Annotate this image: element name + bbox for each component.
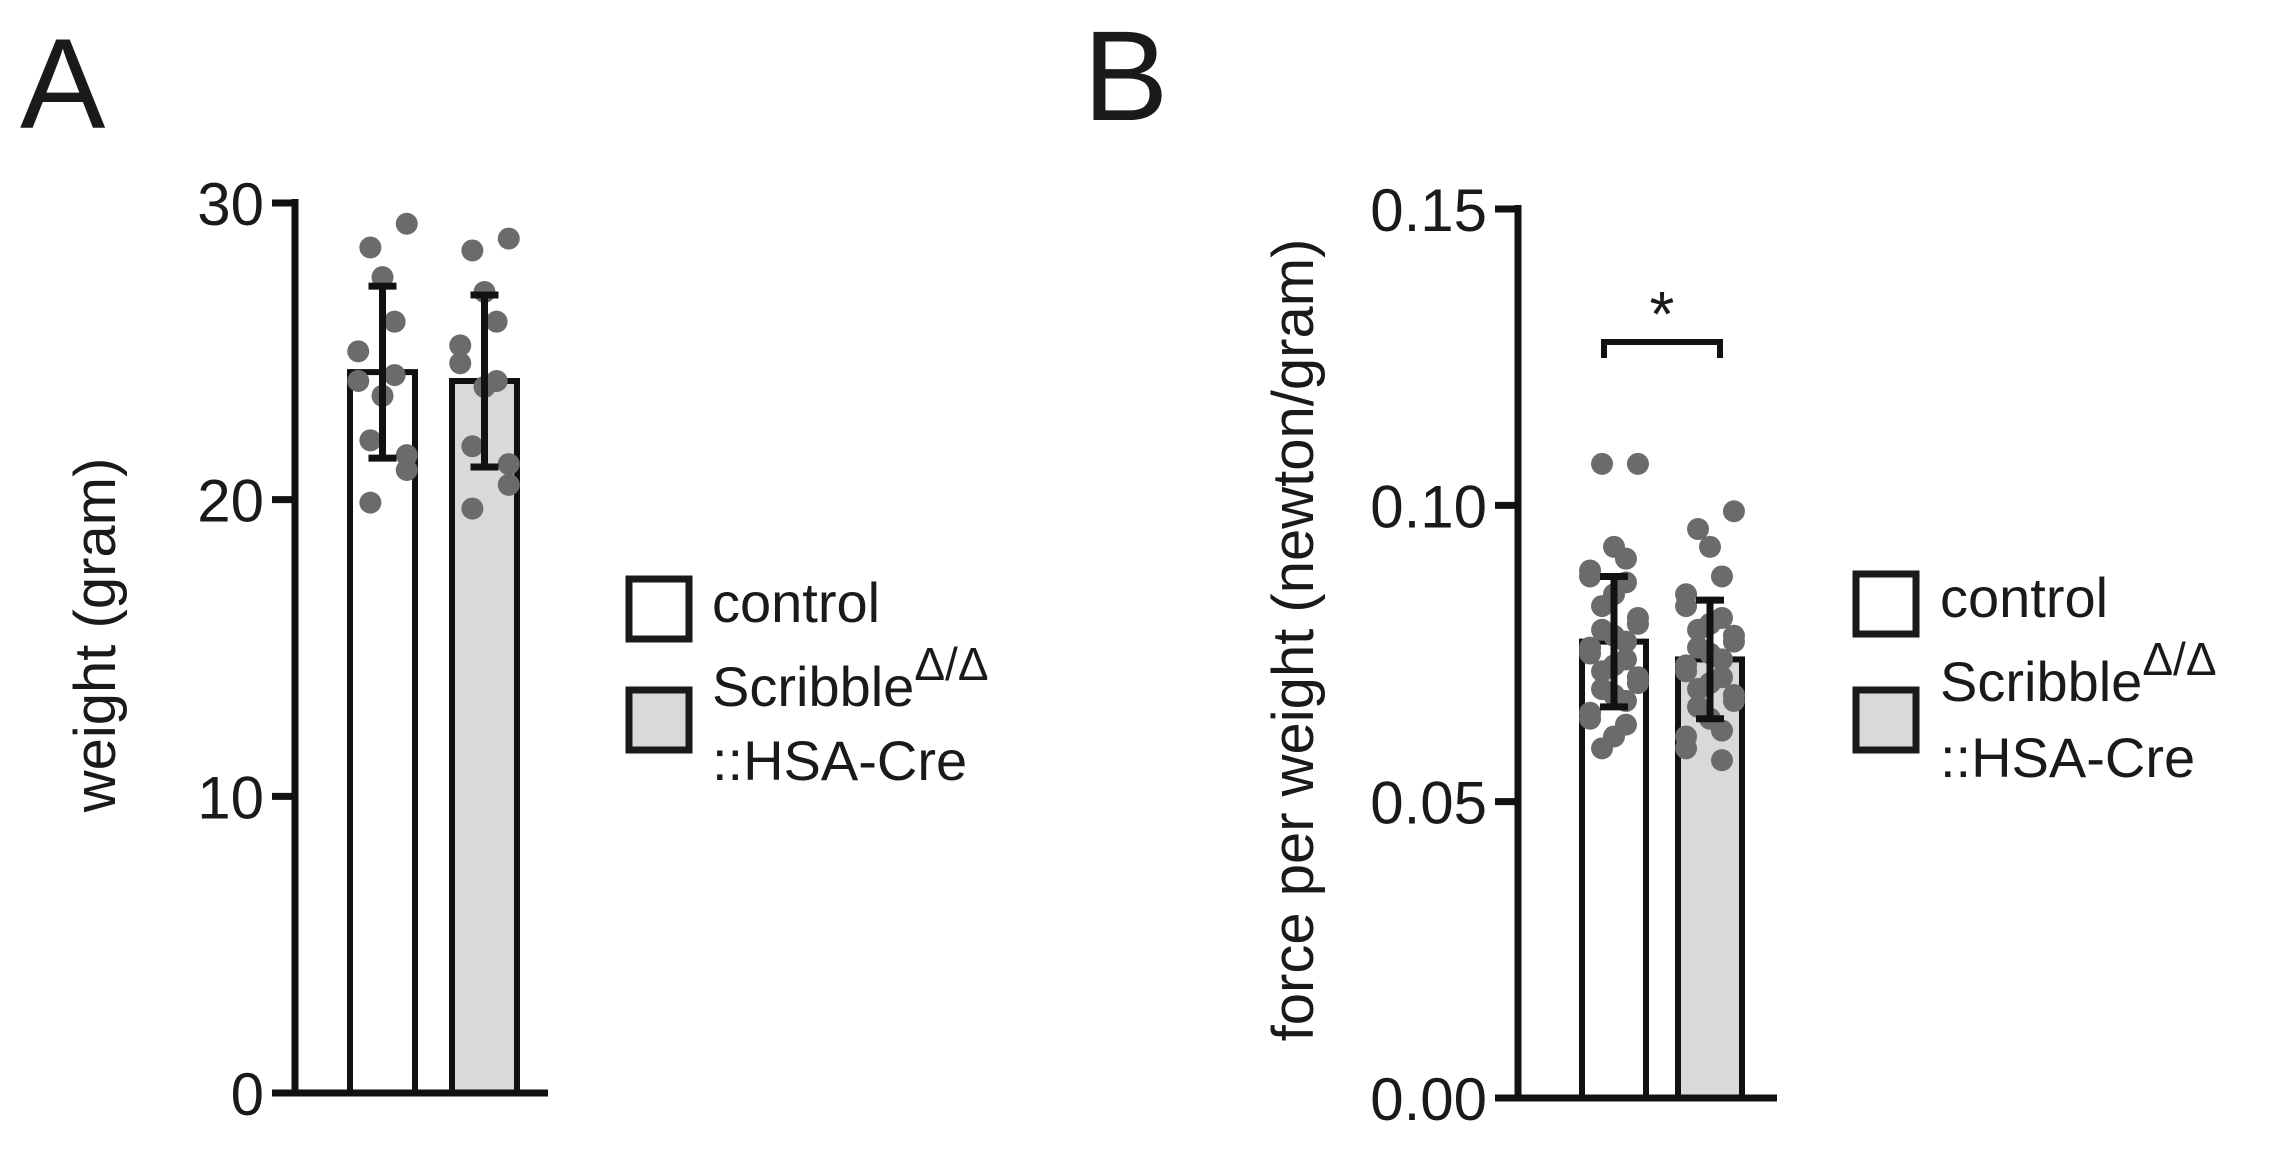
y-tick-label: 0.00 (1370, 1066, 1487, 1133)
legend-label-scribble-line2: ::HSA-Cre (1940, 726, 2195, 789)
data-point (1626, 672, 1649, 695)
data-point (1687, 518, 1710, 541)
data-point (1626, 452, 1649, 475)
legend-label-scribble: ScribbleΔ/Δ (1940, 633, 2217, 713)
data-point (1591, 452, 1614, 475)
legend-swatch-control (1852, 570, 1920, 638)
y-tick-label: 0.05 (1370, 770, 1487, 837)
legend-label-control: control (712, 571, 880, 634)
y-tick-label: 0.10 (1370, 473, 1487, 540)
data-point (1614, 630, 1637, 653)
data-point (383, 310, 406, 333)
data-point (1614, 547, 1637, 570)
data-point (1699, 535, 1721, 558)
data-point (1626, 612, 1649, 635)
panel-b: B force per weight (newton/gram) 0.000.0… (1083, 5, 2217, 1133)
data-point (1591, 660, 1614, 683)
data-point (1675, 595, 1698, 618)
data-point (1579, 707, 1602, 730)
panel-a-axes: 0 10 20 30 (197, 171, 548, 1128)
data-point (359, 236, 382, 259)
data-point (449, 352, 472, 375)
panel-b-legend: control ScribbleΔ/Δ ::HSA-Cre (1852, 566, 2217, 789)
data-point (359, 429, 382, 452)
data-point (1722, 689, 1745, 712)
data-point (1710, 719, 1733, 742)
legend-label-scribble-line2: ::HSA-Cre (712, 729, 967, 792)
data-point (395, 459, 418, 481)
panel-b-axes: 0.00 0.05 0.10 0.15 * (1370, 177, 1777, 1133)
y-tick-label: 0 (231, 1061, 264, 1128)
data-point (1675, 737, 1698, 760)
y-tick-label: 20 (197, 468, 264, 535)
data-point (347, 340, 370, 363)
data-point (1591, 595, 1614, 618)
legend-label-control: control (1940, 566, 2108, 629)
data-point (1579, 642, 1602, 665)
data-point (449, 334, 472, 357)
data-point (1722, 500, 1745, 523)
significance-bracket (1601, 339, 1723, 358)
data-point (383, 364, 406, 387)
data-point (485, 310, 508, 333)
data-point (497, 473, 520, 496)
significance-label: * (1650, 278, 1675, 350)
data-point (347, 370, 370, 392)
data-point (497, 227, 520, 250)
panel-a-legend: control ScribbleΔ/Δ ::HSA-Cre (625, 571, 989, 792)
y-tick-label: 0.15 (1370, 177, 1487, 244)
legend-swatch-scribble (1852, 686, 1920, 754)
y-tick-label: 10 (197, 764, 264, 831)
data-point (1591, 737, 1614, 760)
legend-swatch-scribble (625, 686, 693, 754)
data-point (461, 435, 484, 458)
data-point (1722, 630, 1745, 653)
data-point (359, 491, 382, 514)
panel-a: A weight (gram) 0 10 20 30 control Scribble… (20, 13, 989, 1128)
data-point (461, 497, 484, 520)
legend-swatch-control (625, 575, 693, 643)
data-point (1579, 565, 1602, 588)
panel-b-ylabel: force per weight (newton/gram) (1261, 239, 1326, 1042)
panel-a-label: A (20, 13, 106, 156)
data-point (1710, 648, 1733, 671)
data-point (395, 212, 418, 235)
data-point (1687, 678, 1710, 701)
data-point (497, 453, 520, 476)
legend-label-scribble: ScribbleΔ/Δ (712, 638, 989, 718)
y-tick-label: 30 (197, 171, 264, 238)
data-point (1710, 749, 1733, 772)
data-point (461, 239, 484, 262)
data-point (1687, 618, 1710, 641)
panel-a-ylabel: weight (gram) (63, 458, 128, 814)
panel-b-label: B (1083, 5, 1168, 148)
data-point (1710, 565, 1733, 588)
data-point (1675, 660, 1698, 683)
